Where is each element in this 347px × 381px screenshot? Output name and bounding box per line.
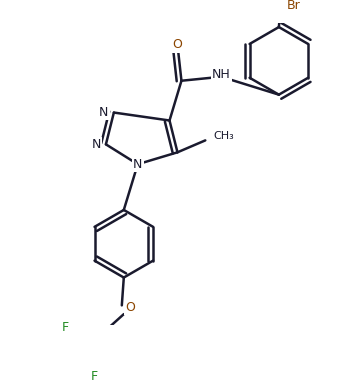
Text: F: F: [91, 370, 98, 381]
Text: NH: NH: [212, 68, 231, 81]
Text: N: N: [91, 138, 101, 151]
Text: N: N: [99, 106, 109, 119]
Text: N: N: [133, 158, 142, 171]
Text: CH₃: CH₃: [213, 131, 234, 141]
Text: O: O: [172, 38, 183, 51]
Text: Br: Br: [287, 0, 301, 12]
Text: O: O: [125, 301, 135, 314]
Text: F: F: [61, 321, 68, 334]
